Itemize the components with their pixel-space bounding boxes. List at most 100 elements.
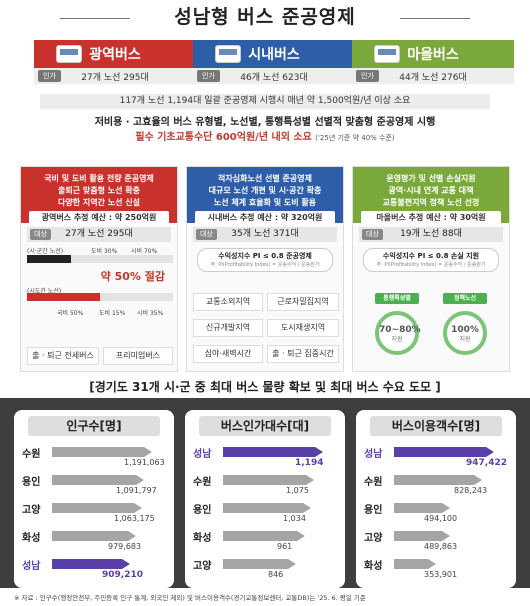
chip: 출 · 퇴근 집중시간 xyxy=(267,345,339,363)
ranking-city: 고양 xyxy=(193,561,212,572)
type-name: 시내버스 xyxy=(248,47,300,63)
panel-header-line: 국비 및 도비 활용 전량 준공영제 xyxy=(44,174,154,183)
profit-index-title: 수익성지수 PI ≤ 0.8 손실 지원 xyxy=(382,252,480,260)
target-text: 27개 노선 295대 xyxy=(65,229,133,239)
profit-index-note: 주: PI(Profitability Index) = 운송수익 / 운송원가 xyxy=(210,262,320,268)
panel-header-line: 적자심화노선 선별 준공영제 xyxy=(218,174,312,183)
panel-header: 적자심화노선 선별 준공영제 대규모 노선 개편 및 시·공간 확충 노선 체계… xyxy=(187,167,343,225)
bar-left-text: 국비 50% xyxy=(57,310,84,317)
target-tag: 대상 xyxy=(196,229,217,240)
summary-bar: 117개 노선 1,194대 일괄 준공영제 시행시 매년 약 1,500억원/… xyxy=(40,94,490,109)
bar-track xyxy=(27,255,173,263)
ranking-city: 고양 xyxy=(22,505,41,516)
ranking-city: 용인 xyxy=(193,505,212,516)
panel-header: 운영평가 및 선별 손실지원 광역·시내 연계 교통 대책 교통불편지역 정책 … xyxy=(353,167,509,225)
bar-label: (시도간 노선) xyxy=(27,288,62,295)
budget-label: 마을버스 추정 예산 : 약 30억원 xyxy=(361,211,501,225)
ranking-bar xyxy=(223,503,311,513)
panel-maeul: 운영평가 및 선별 손실지원 광역·시내 연계 교통 대책 교통불편지역 정책 … xyxy=(352,166,510,372)
profit-index-box: 수익성지수 PI ≤ 0.8 준공영제 주: PI(Profitability … xyxy=(197,248,333,272)
bar-right-text: 시비 70% xyxy=(131,248,158,255)
type-header: 마을버스 xyxy=(352,40,514,68)
panel-header: 국비 및 도비 활용 전량 준공영제 출퇴근 맞춤형 노선 확충 다양한 지역간… xyxy=(21,167,177,225)
bus-type-cards: 광역버스 인가 27개 노선 295대 시내버스 인가 46개 노선 623대 … xyxy=(0,40,530,90)
ranking-bar xyxy=(394,559,436,569)
support-circle-sub: 지원 xyxy=(391,336,403,343)
profit-index-title: 수익성지수 PI ≤ 0.8 준공영제 xyxy=(218,252,312,260)
ranking-city: 성남 xyxy=(364,449,383,460)
pill-label: 통행특성별 xyxy=(375,293,419,304)
ranking-value: 846 xyxy=(268,570,284,579)
type-name: 마을버스 xyxy=(407,47,459,63)
panel-header-line: 노선 체계 효율화 및 도비 활용 xyxy=(213,198,317,207)
description-line-2-main: 필수 기초교통수단 600억원/년 내외 소요 xyxy=(135,132,312,143)
target-row: 대상 27개 노선 295대 xyxy=(27,227,171,242)
bar-left-text: 도비 30% xyxy=(91,248,118,255)
chip: 도시재생지역 xyxy=(267,319,339,337)
target-tag: 대상 xyxy=(30,229,51,240)
panel-header-line: 교통불편지역 정책 노선 선정 xyxy=(382,198,480,207)
funding-bar-1: (시·군간 노선) 도비 30% 시비 70% xyxy=(27,246,173,264)
ranking-title: 버스인가대수[대] xyxy=(199,416,331,436)
ranking-row: 성남 1,194 xyxy=(193,444,343,474)
type-header: 광역버스 xyxy=(34,40,196,68)
type-stats-text: 44개 노선 276대 xyxy=(399,72,467,83)
support-circle-value: 100% xyxy=(451,325,479,335)
type-stats: 인가 44개 노선 276대 xyxy=(352,68,514,84)
ranking-card-population: 인구수[명] 수원 1,191,063 용인 1,091,797 고양 1,063,175… xyxy=(14,410,174,588)
ranking-bar xyxy=(394,447,494,457)
bar-2-annotations: 국비 50% 도비 15% 시비 35% xyxy=(27,308,171,318)
chip: 교통소외지역 xyxy=(193,293,263,311)
chip: 심야·새벽시간 xyxy=(193,345,263,363)
bar-mid-text: 도비 15% xyxy=(99,310,126,317)
ranking-city: 화성 xyxy=(364,561,383,572)
panel-header-line: 광역·시내 연계 교통 대책 xyxy=(388,186,474,195)
ranking-row: 수원 1,075 xyxy=(193,472,343,502)
chip: 출 · 퇴근 전세버스 xyxy=(27,347,99,365)
target-row: 대상 35개 노선 371대 xyxy=(193,227,337,242)
target-tag: 대상 xyxy=(362,229,383,240)
description-line-2: 필수 기초교통수단 600억원/년 내외 소요 ('25년 기준 약 40% 수… xyxy=(0,128,530,143)
title-divider-right xyxy=(400,18,470,19)
ranking-value: 353,901 xyxy=(424,570,458,579)
ranking-row: 수원 828,243 xyxy=(364,472,514,502)
ranking-city: 용인 xyxy=(22,477,41,488)
ranking-row: 고양 1,063,175 xyxy=(22,500,172,530)
ranking-bar xyxy=(394,475,482,485)
ranking-bar xyxy=(223,531,305,541)
ranking-value: 909,210 xyxy=(102,570,143,580)
bar-label: (시·군간 노선) xyxy=(27,248,64,255)
panel-sinae: 적자심화노선 선별 준공영제 대규모 노선 개편 및 시·공간 확충 노선 체계… xyxy=(186,166,344,372)
ranking-city: 고양 xyxy=(364,533,383,544)
ranking-city: 화성 xyxy=(22,533,41,544)
ranking-value: 1,063,175 xyxy=(114,514,155,523)
ranking-value: 979,683 xyxy=(108,542,142,551)
ranking-value: 828,243 xyxy=(454,486,488,495)
bar-fill xyxy=(27,255,71,263)
panel-header-line: 운영평가 및 선별 손실지원 xyxy=(386,174,476,183)
ranking-city: 수원 xyxy=(364,477,383,488)
ranking-bar xyxy=(52,559,130,569)
type-stats: 인가 46개 노선 623대 xyxy=(193,68,355,84)
bus-icon xyxy=(215,45,241,63)
ranking-bar xyxy=(52,475,144,485)
title-area: 성남형 버스 준공영제 xyxy=(0,0,530,38)
ranking-value: 1,091,797 xyxy=(116,486,157,495)
ranking-city: 화성 xyxy=(193,533,212,544)
target-text: 35개 노선 371대 xyxy=(231,229,299,239)
ranking-city: 성남 xyxy=(22,561,41,572)
ranking-row: 고양 846 xyxy=(193,556,343,586)
ranking-value: 1,191,063 xyxy=(124,458,165,467)
ranking-bar xyxy=(52,531,136,541)
ranking-row: 용인 1,091,797 xyxy=(22,472,172,502)
type-stats-text: 27개 노선 295대 xyxy=(81,72,149,83)
ranking-value: 947,422 xyxy=(466,458,507,468)
ranking-card-bus-count: 버스인가대수[대] 성남 1,194 수원 1,075 용인 1,034 화성 961 고양 84… xyxy=(185,410,345,588)
ranking-value: 1,034 xyxy=(283,514,306,523)
budget-label: 광역버스 추정 예산 : 약 250억원 xyxy=(29,211,169,225)
ranking-value: 1,075 xyxy=(286,486,309,495)
support-circle: 70~80% 지원 xyxy=(375,311,421,355)
support-circle: 100% 지원 xyxy=(443,311,487,355)
type-stats: 인가 27개 노선 295대 xyxy=(34,68,196,84)
description-line-2-note: ('25년 기준 약 40% 수준) xyxy=(315,134,395,142)
